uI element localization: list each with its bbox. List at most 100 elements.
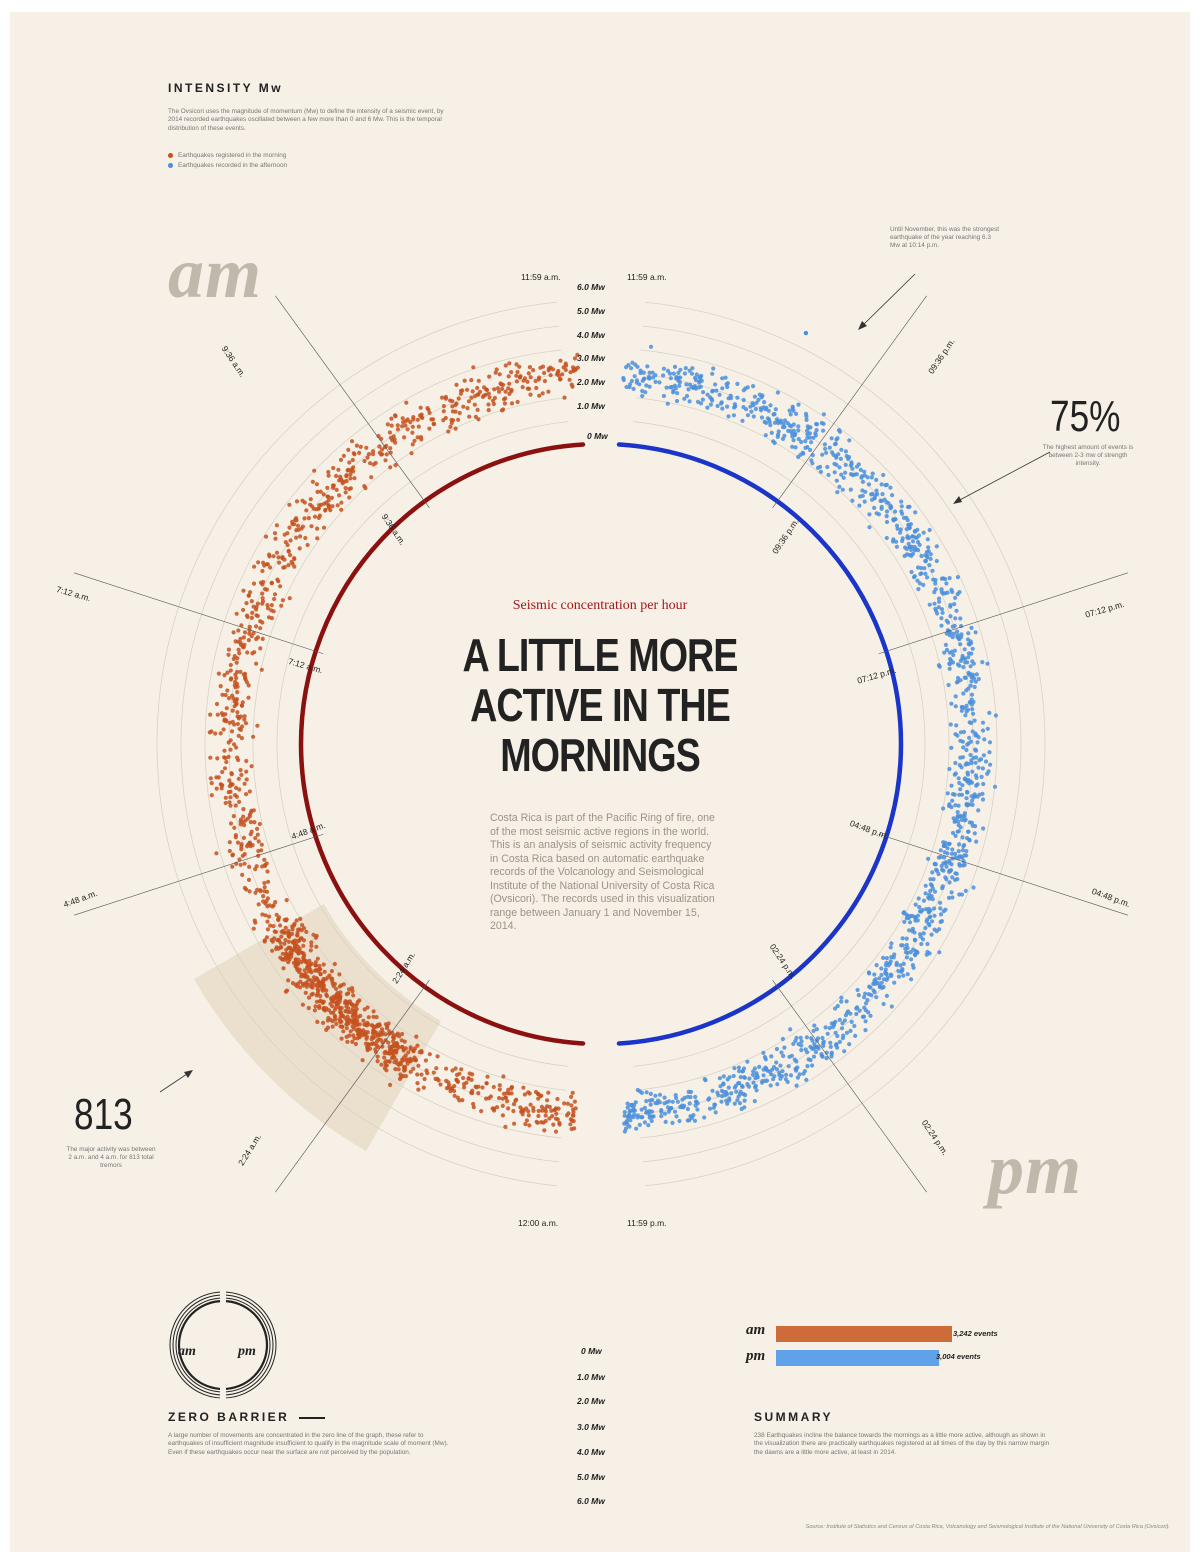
event-point	[992, 784, 998, 789]
event-point	[928, 888, 933, 894]
event-point	[884, 509, 890, 514]
event-point	[222, 748, 227, 753]
event-point	[955, 662, 961, 667]
event-point	[521, 378, 526, 383]
event-point	[393, 463, 398, 468]
event-point	[821, 1039, 826, 1044]
event-point	[247, 789, 252, 794]
event-point	[263, 534, 269, 539]
event-point	[913, 915, 918, 920]
event-point	[314, 482, 319, 487]
event-point	[666, 1099, 672, 1104]
event-point	[961, 745, 966, 750]
event-point	[330, 1004, 335, 1009]
event-point	[347, 495, 352, 500]
zero-barrier-title: ZERO BARRIER	[168, 1410, 326, 1424]
event-point	[500, 382, 506, 387]
event-point	[786, 1064, 791, 1069]
event-point	[938, 900, 943, 905]
event-point	[537, 393, 542, 398]
event-point	[888, 485, 893, 490]
event-point	[993, 713, 999, 718]
event-point	[930, 919, 935, 924]
event-point	[276, 579, 281, 584]
event-point	[735, 1098, 740, 1103]
event-point	[334, 487, 339, 492]
event-point	[555, 1096, 560, 1102]
event-point	[525, 379, 530, 384]
event-point	[354, 443, 359, 448]
event-point	[848, 472, 854, 477]
event-point	[371, 1009, 376, 1014]
event-point	[934, 558, 939, 564]
event-point	[821, 412, 827, 417]
event-point	[553, 1129, 559, 1134]
event-point	[904, 527, 910, 532]
intensity-description: The Ovsicori uses the magnitude of momen…	[168, 108, 444, 132]
event-point	[233, 833, 238, 838]
event-point	[471, 365, 476, 370]
event-point	[503, 1124, 508, 1129]
event-point	[839, 447, 844, 452]
event-point	[434, 1066, 439, 1071]
event-point	[239, 844, 244, 849]
event-point	[331, 1010, 336, 1015]
event-point	[225, 670, 230, 675]
event-point	[963, 817, 968, 822]
event-point	[228, 789, 233, 794]
event-point	[727, 1075, 732, 1080]
hour-tick-line	[772, 980, 927, 1193]
event-point	[415, 1081, 420, 1086]
hour-ticks	[74, 295, 1128, 1193]
event-point	[332, 961, 337, 967]
event-point	[215, 756, 220, 761]
event-point	[242, 781, 247, 786]
event-point	[566, 1111, 571, 1116]
event-point	[926, 856, 931, 861]
event-point	[506, 386, 511, 391]
event-point	[819, 1052, 824, 1057]
event-point	[973, 679, 978, 684]
event-point	[295, 961, 300, 966]
event-point	[389, 416, 394, 421]
event-point	[249, 615, 254, 621]
event-point	[723, 1093, 728, 1098]
event-point	[960, 656, 965, 661]
event-point	[271, 924, 276, 929]
event-point	[910, 963, 916, 968]
event-point	[724, 382, 729, 387]
event-point	[843, 462, 848, 467]
event-point	[395, 423, 400, 428]
event-point	[569, 382, 574, 387]
event-point	[919, 553, 924, 559]
event-point	[321, 976, 326, 982]
event-point	[751, 384, 756, 389]
event-point	[363, 1041, 369, 1046]
event-point	[887, 961, 893, 966]
event-point	[255, 832, 260, 837]
event-point	[733, 404, 738, 409]
event-point	[524, 1106, 529, 1111]
event-point	[327, 973, 332, 978]
event-point	[280, 951, 285, 956]
event-point	[867, 984, 872, 989]
event-point	[933, 606, 938, 611]
event-point	[339, 1036, 344, 1041]
event-point	[228, 677, 233, 682]
event-point	[775, 1082, 780, 1087]
event-point	[403, 419, 408, 424]
event-point	[287, 596, 292, 601]
event-point	[891, 537, 896, 542]
event-point	[487, 374, 492, 379]
event-point	[725, 404, 730, 409]
event-point	[400, 416, 405, 421]
event-point	[628, 1103, 633, 1108]
event-point	[737, 1069, 742, 1074]
event-point	[761, 405, 766, 410]
event-point	[242, 823, 247, 828]
event-point	[738, 1075, 743, 1080]
event-point	[888, 505, 893, 510]
event-point	[847, 438, 852, 443]
event-point	[558, 377, 563, 382]
event-point	[254, 661, 259, 666]
